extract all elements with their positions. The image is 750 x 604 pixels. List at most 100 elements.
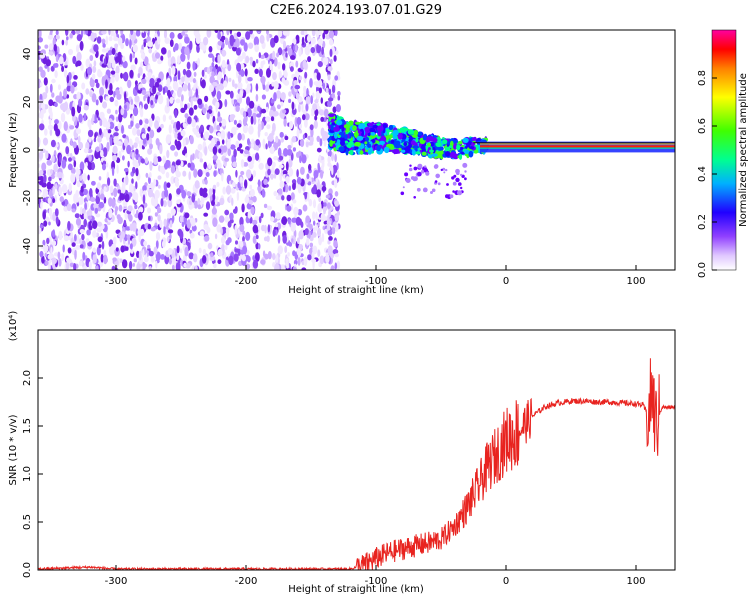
noise-point	[147, 72, 152, 77]
noise-point	[248, 200, 254, 205]
noise-point	[306, 87, 309, 98]
noise-point	[148, 47, 152, 54]
noise-point	[273, 35, 279, 44]
noise-point	[147, 244, 151, 249]
noise-point	[138, 206, 144, 213]
noise-point	[95, 196, 100, 205]
noise-point	[267, 224, 271, 233]
noise-point	[227, 131, 231, 140]
noise-point	[288, 98, 292, 103]
noise-point	[310, 37, 316, 45]
noise-point	[117, 37, 123, 46]
noise-point	[155, 138, 160, 146]
noise-point	[316, 189, 322, 198]
noise-point	[176, 199, 181, 205]
noise-point	[261, 188, 265, 198]
noise-point	[90, 32, 95, 42]
noise-point	[246, 83, 251, 92]
noise-point	[140, 61, 144, 68]
noise-point	[108, 30, 111, 36]
signal-point	[451, 176, 455, 180]
signal-point	[383, 146, 390, 154]
noise-point	[275, 254, 279, 264]
noise-point	[322, 82, 326, 90]
noise-point	[244, 196, 250, 204]
signal-point	[460, 173, 463, 177]
noise-point	[214, 233, 218, 240]
noise-point	[217, 31, 221, 40]
noise-point	[327, 97, 334, 102]
noise-point	[51, 257, 57, 265]
signal-point	[336, 139, 341, 144]
signal-point	[340, 139, 345, 146]
noise-point	[321, 46, 324, 55]
noise-point	[241, 254, 246, 262]
signal-point	[457, 190, 462, 196]
noise-point	[105, 79, 108, 89]
noise-point	[50, 169, 53, 175]
noise-point	[195, 88, 199, 98]
noise-point	[273, 156, 279, 161]
noise-point	[322, 56, 329, 66]
noise-point	[45, 59, 51, 67]
noise-point	[313, 170, 319, 179]
colorbar-tick-label: 0.4	[697, 166, 708, 182]
noise-point	[256, 146, 260, 151]
noise-point	[198, 127, 202, 134]
noise-point	[283, 70, 288, 78]
signal-point	[386, 131, 390, 136]
noise-point	[95, 99, 99, 106]
noise-point	[214, 30, 219, 33]
noise-point	[102, 101, 108, 109]
noise-point	[77, 234, 80, 243]
noise-point	[329, 58, 333, 65]
noise-point	[290, 192, 295, 201]
noise-point	[113, 178, 117, 187]
noise-point	[49, 254, 55, 259]
noise-point	[217, 40, 223, 46]
noise-point	[39, 250, 44, 258]
noise-point	[270, 116, 275, 122]
noise-point	[58, 186, 63, 196]
noise-point	[161, 240, 166, 248]
snr-x-label: Height of straight line (km)	[288, 584, 424, 595]
noise-point	[157, 59, 162, 65]
noise-point	[113, 135, 119, 145]
noise-point	[150, 99, 154, 106]
noise-point	[266, 68, 271, 78]
noise-point	[164, 162, 169, 170]
signal-point	[401, 133, 407, 140]
noise-point	[288, 185, 292, 191]
signal-point	[464, 170, 467, 173]
noise-point	[240, 69, 245, 77]
colorbar-tick-label: 0.6	[697, 118, 708, 134]
noise-point	[208, 144, 212, 151]
noise-point	[307, 181, 312, 186]
signal-point	[412, 134, 418, 138]
noise-point	[57, 171, 63, 179]
noise-point	[289, 66, 294, 72]
signal-point	[352, 125, 357, 131]
noise-point	[130, 98, 134, 105]
noise-point	[130, 249, 134, 254]
noise-point	[59, 196, 64, 203]
noise-point	[168, 258, 172, 265]
noise-point	[285, 161, 289, 171]
noise-point	[167, 49, 172, 60]
noise-point	[226, 30, 230, 36]
noise-point	[264, 224, 267, 234]
noise-point	[127, 160, 130, 168]
noise-point	[63, 88, 68, 98]
noise-point	[85, 162, 88, 167]
signal-point	[436, 146, 444, 151]
noise-point	[194, 188, 198, 194]
noise-point	[257, 184, 262, 194]
noise-point	[168, 193, 172, 201]
noise-point	[167, 247, 173, 255]
noise-point	[66, 36, 69, 41]
signal-point	[410, 140, 416, 146]
noise-point	[92, 254, 96, 264]
noise-point	[233, 148, 237, 158]
noise-point	[235, 38, 240, 48]
noise-point	[61, 65, 65, 72]
